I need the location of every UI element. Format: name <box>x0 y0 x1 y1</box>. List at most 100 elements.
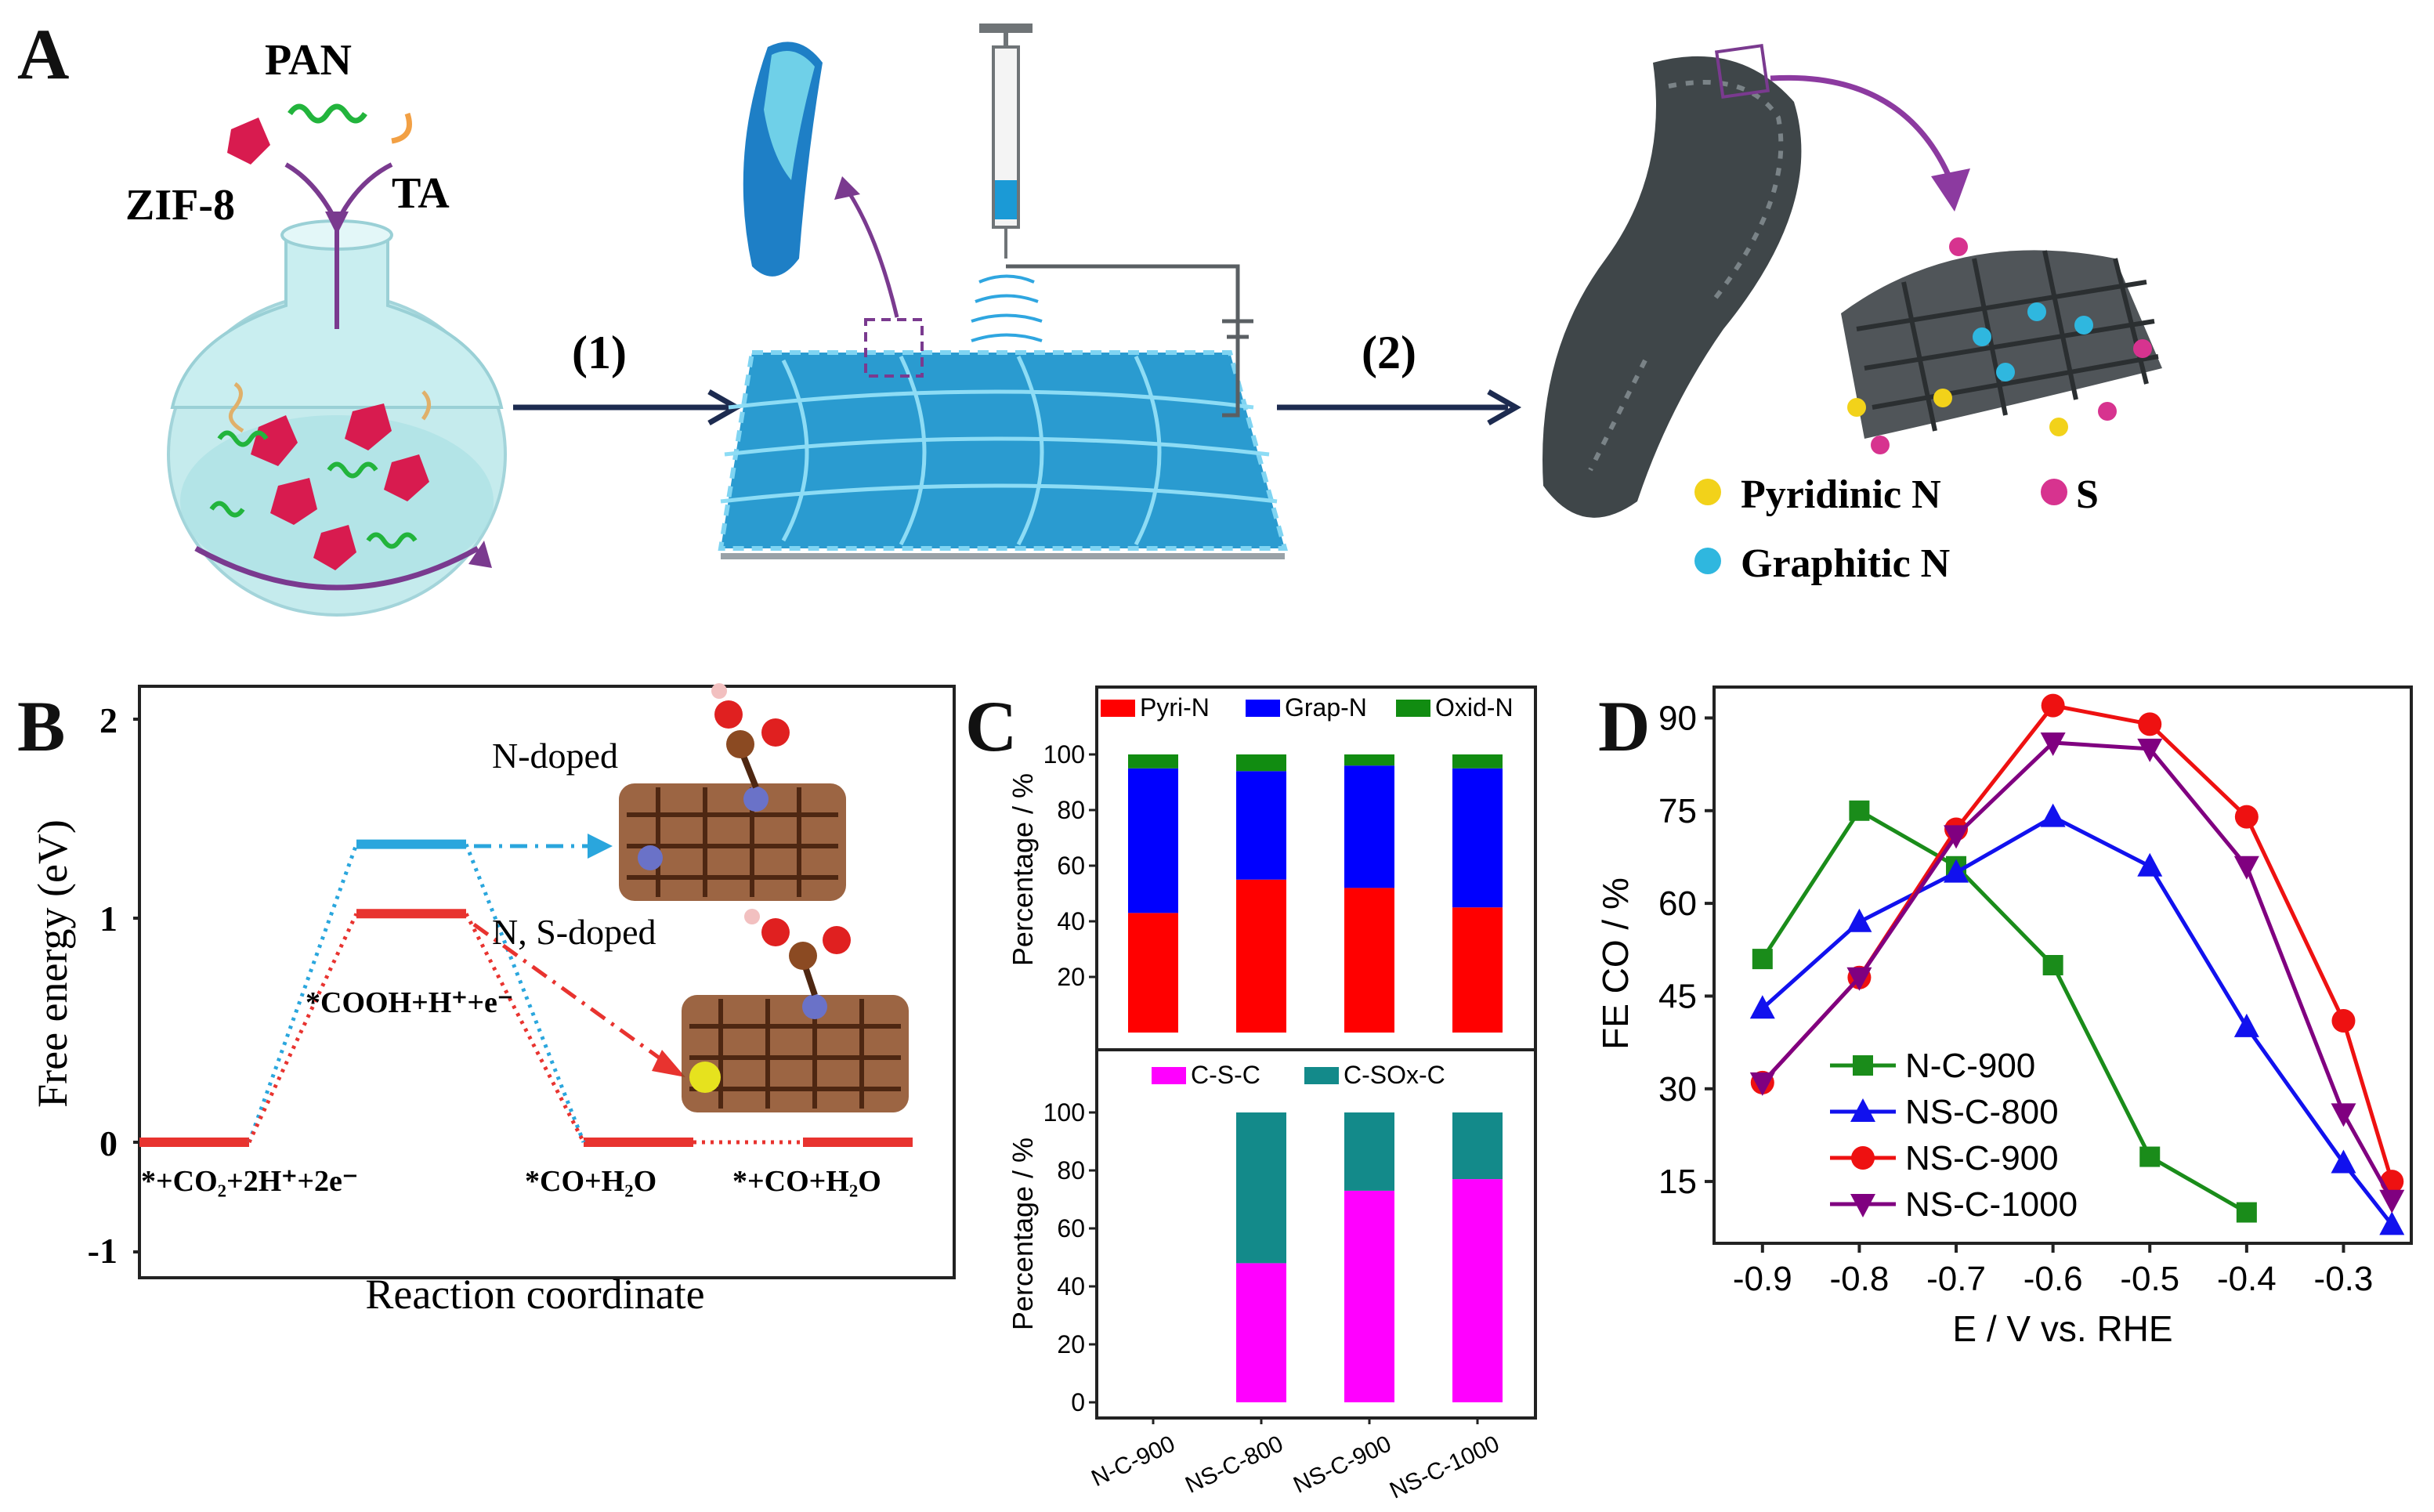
b-ytick-2: 2 <box>99 700 118 740</box>
c-bottom-ytick-0: 0 <box>1071 1388 1085 1416</box>
legend-label-ns-c-1000: NS-C-1000 <box>1905 1185 2078 1224</box>
legend-label-ns-c-800: NS-C-800 <box>1905 1093 2059 1131</box>
c-top-ytick-40: 40 <box>1057 907 1085 935</box>
b-xlabel: Reaction coordinate <box>365 1271 704 1318</box>
panel-c-letter: C <box>965 686 1017 766</box>
legend-swatch-c-s-c <box>1152 1067 1186 1084</box>
state-final-label: *+CO+H₂O <box>732 1165 881 1198</box>
dopant-legend: Pyridinic N S Graphitic N <box>1694 472 2099 586</box>
point-ns-c-800-1 <box>1846 908 1872 932</box>
point-ns-c-800-6 <box>2331 1149 2356 1174</box>
step1-label: (1) <box>572 327 627 378</box>
c-top-bar-ns-c-1000-pyri-n <box>1452 907 1503 1033</box>
c-top-legend: Pyri-N Grap-N Oxid-N <box>1101 693 1514 722</box>
panel-d: D -0.9 -0.8 -0.7 -0.6 -0.5 -0.4 -0.3 15 30 45 60 75… <box>1595 685 2413 1349</box>
point-ns-c-900-5 <box>2234 805 2259 829</box>
legend-s: S <box>2076 472 2099 517</box>
c-bottom-legend: C-S-C C-SOx-C <box>1152 1061 1445 1089</box>
d-xtick-0-6: -0.6 <box>2024 1260 2083 1298</box>
b-ytick-1: 1 <box>99 899 118 939</box>
doped-graphene-illustration <box>1841 237 2162 454</box>
c-xtick-ns-c-800: NS-C-800 <box>1181 1431 1287 1498</box>
single-fiber-illustration <box>743 42 823 277</box>
legend-pyridinic-n: Pyridinic N <box>1741 472 1941 517</box>
pyridinic-n-marker <box>1694 479 1721 505</box>
point-n-c-900-5 <box>2236 1202 2257 1223</box>
legend-swatch-c-sox-c <box>1304 1067 1339 1084</box>
c-top-bar-ns-c-800-grap-n <box>1236 771 1286 880</box>
c-top-ylabel: Percentage / % <box>1007 773 1039 966</box>
c-top-bar-ns-c-900-grap-n <box>1344 765 1394 888</box>
c-bottom-y-axis: 100 80 60 40 20 0 <box>1043 1098 1097 1416</box>
panel-d-letter: D <box>1598 686 1650 766</box>
c-top-bar-ns-c-900-oxid-n <box>1344 754 1394 766</box>
c-top-ytick-20: 20 <box>1057 963 1085 991</box>
c-bottom-bar-ns-c-1000-c-sox-c <box>1452 1112 1503 1180</box>
legend-marker-ns-c-900 <box>1851 1146 1875 1170</box>
point-n-c-900-3 <box>2042 955 2063 975</box>
point-ns-c-800-0 <box>1749 995 1775 1019</box>
legend-oxid-n: Oxid-N <box>1435 693 1514 722</box>
panel-a-letter: A <box>17 14 69 94</box>
b-ytick-neg1: -1 <box>88 1231 118 1271</box>
c-top-bar-ns-c-800-oxid-n <box>1236 754 1286 772</box>
b-ylabel: Free energy (eV) <box>29 819 76 1108</box>
point-ns-c-1000-1 <box>1846 967 1872 991</box>
d-xtick-0-7: -0.7 <box>1926 1260 1986 1298</box>
legend-swatch-grap-n <box>1246 700 1280 717</box>
d-ytick-30: 30 <box>1658 1070 1697 1109</box>
point-ns-c-800-3 <box>2040 803 2066 827</box>
c-top-bar-group <box>1128 754 1503 1033</box>
panel-b-y-axis: 2 1 0 -1 Free energy (eV) <box>29 700 139 1271</box>
c-xtick-ns-c-900: NS-C-900 <box>1289 1431 1395 1498</box>
point-n-c-900-0 <box>1752 949 1773 970</box>
d-xtick-0-3: -0.3 <box>2314 1260 2374 1298</box>
d-xlabel: E / V vs. RHE <box>1952 1308 2172 1349</box>
legend-label-ns-c-900: NS-C-900 <box>1905 1139 2059 1177</box>
point-ns-c-800-4 <box>2137 852 2163 877</box>
c-bottom-bar-ns-c-800-c-sox-c <box>1236 1112 1286 1264</box>
ns-doped-structure-illustration <box>682 909 909 1112</box>
b-ytick-0: 0 <box>99 1123 118 1163</box>
energy-profile <box>139 834 913 1147</box>
state-cooh-label: *COOH+H⁺+e⁻ <box>306 986 513 1019</box>
c-top-bar-n-c-900-pyri-n <box>1128 913 1178 1033</box>
point-ns-c-1000-6 <box>2331 1103 2356 1127</box>
c-top-bar-ns-c-900-pyri-n <box>1344 888 1394 1033</box>
d-plot-frame <box>1712 685 2413 1245</box>
c-xtick-ns-c-1000: NS-C-1000 <box>1386 1431 1503 1503</box>
series-line-ns-c-800 <box>1761 814 2394 1226</box>
c-bottom-bar-group <box>1236 1112 1503 1402</box>
d-xtick-0-5: -0.5 <box>2120 1260 2179 1298</box>
legend-label-n-c-900: N-C-900 <box>1905 1047 2035 1085</box>
point-n-c-900-1 <box>1849 800 1870 821</box>
c-top-bar-n-c-900-grap-n <box>1128 768 1178 913</box>
flask-illustration <box>167 162 507 617</box>
pan-label: PAN <box>265 36 352 85</box>
d-xtick-0-8: -0.8 <box>1830 1260 1890 1298</box>
point-ns-c-800-5 <box>2233 1013 2259 1037</box>
point-ns-c-1000-7 <box>2379 1189 2405 1214</box>
d-ytick-90: 90 <box>1658 699 1697 737</box>
zif8-crystal-icon <box>227 118 270 165</box>
legend-graphitic-n: Graphitic N <box>1741 541 1950 586</box>
legend-swatch-oxid-n <box>1396 700 1430 717</box>
c-bottom-bar-ns-c-800-c-s-c <box>1236 1263 1286 1402</box>
syringe-illustration <box>971 24 1253 418</box>
step2-label: (2) <box>1362 327 1416 378</box>
d-ylabel: FE CO / % <box>1595 877 1636 1050</box>
legend-marker-ns-c-1000 <box>1850 1194 1875 1217</box>
c-bottom-ytick-80: 80 <box>1057 1156 1085 1185</box>
d-ytick-60: 60 <box>1658 884 1697 923</box>
point-ns-c-1000-0 <box>1749 1072 1775 1096</box>
d-ytick-75: 75 <box>1658 792 1697 830</box>
point-ns-c-1000-2 <box>1944 825 1969 849</box>
state-co-label: *CO+H₂O <box>525 1165 656 1198</box>
point-ns-c-800-2 <box>1944 859 1969 883</box>
point-ns-c-1000-4 <box>2137 738 2163 762</box>
c-bottom-bar-ns-c-900-c-s-c <box>1344 1190 1394 1402</box>
c-top-ytick-80: 80 <box>1057 796 1085 824</box>
point-ns-c-900-6 <box>2331 1009 2356 1033</box>
c-top-bar-ns-c-1000-grap-n <box>1452 768 1503 908</box>
